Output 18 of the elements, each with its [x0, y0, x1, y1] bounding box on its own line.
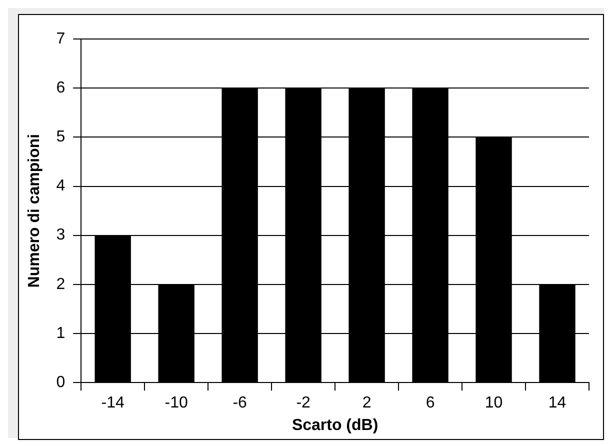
- x-tick-label: 10: [484, 394, 503, 412]
- x-tick-label: -10: [164, 394, 188, 412]
- y-tick-label: 4: [56, 178, 66, 195]
- y-tick-label: 1: [56, 324, 66, 342]
- y-axis-title: Numero di campioni: [26, 134, 44, 288]
- y-tick-label: 2: [56, 276, 66, 293]
- x-tick-label: 6: [426, 394, 435, 412]
- y-tick-label: 7: [56, 30, 66, 48]
- y-tick-label: 0: [56, 374, 66, 392]
- y-tick-label: 6: [56, 79, 66, 96]
- x-tick-label: -14: [101, 394, 125, 412]
- x-axis-title: Scarto (dB): [292, 416, 378, 434]
- y-tick-label: 5: [56, 128, 66, 146]
- x-tick-label: 14: [548, 394, 566, 412]
- y-tick-label: 3: [56, 226, 66, 244]
- x-tick-label: -2: [296, 394, 311, 412]
- x-tick-label: -6: [232, 394, 248, 412]
- x-tick-label: 2: [362, 394, 372, 412]
